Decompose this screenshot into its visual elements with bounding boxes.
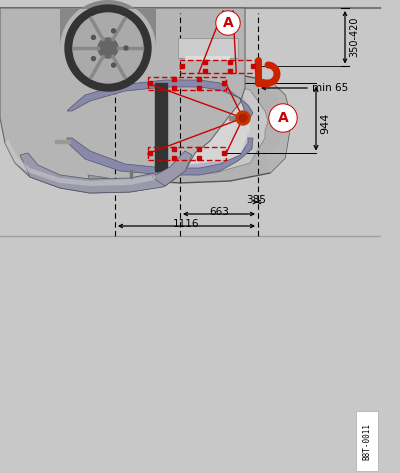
Text: 1116: 1116	[173, 219, 200, 229]
Text: 944: 944	[320, 112, 330, 134]
Circle shape	[217, 12, 239, 34]
Circle shape	[65, 5, 151, 91]
Text: 663: 663	[209, 207, 229, 217]
Circle shape	[239, 114, 247, 122]
Polygon shape	[50, 78, 268, 175]
Bar	[172, 86, 176, 90]
Bar	[180, 60, 255, 73]
Bar	[222, 81, 226, 86]
Polygon shape	[88, 63, 108, 71]
Bar	[148, 81, 152, 86]
Circle shape	[124, 46, 128, 50]
Bar	[203, 60, 207, 64]
Polygon shape	[67, 138, 253, 175]
Polygon shape	[20, 78, 70, 168]
Circle shape	[92, 35, 96, 39]
Bar	[148, 151, 152, 156]
Bar	[251, 64, 255, 69]
Circle shape	[236, 111, 250, 125]
Circle shape	[98, 38, 118, 58]
Bar	[180, 64, 184, 69]
Bar	[155, 83, 167, 171]
Polygon shape	[67, 80, 253, 121]
Text: A: A	[278, 111, 288, 125]
Bar	[198, 77, 202, 81]
Text: min 65: min 65	[312, 83, 348, 93]
Polygon shape	[68, 81, 253, 170]
Bar	[172, 77, 176, 81]
Bar	[148, 77, 226, 90]
Bar	[228, 60, 232, 64]
Text: 350-420: 350-420	[349, 17, 359, 58]
Bar	[172, 156, 176, 160]
Polygon shape	[0, 8, 245, 193]
Polygon shape	[265, 81, 290, 173]
Circle shape	[269, 104, 297, 132]
Circle shape	[216, 11, 240, 35]
Polygon shape	[20, 153, 180, 193]
Polygon shape	[60, 0, 156, 48]
Bar	[229, 116, 243, 120]
Bar	[198, 147, 202, 151]
Text: B8T-0011: B8T-0011	[362, 422, 372, 459]
Bar	[198, 86, 202, 90]
Circle shape	[92, 57, 96, 61]
Bar	[222, 151, 226, 156]
Circle shape	[112, 29, 116, 33]
Bar	[356, 411, 378, 471]
Polygon shape	[72, 88, 250, 166]
Circle shape	[112, 63, 116, 67]
Bar	[55, 140, 70, 143]
Polygon shape	[88, 175, 108, 183]
Circle shape	[270, 105, 296, 131]
Polygon shape	[5, 139, 155, 186]
Polygon shape	[152, 151, 192, 186]
Bar	[130, 170, 132, 178]
Bar	[172, 147, 176, 151]
Bar	[178, 38, 238, 58]
Text: A: A	[223, 16, 233, 30]
Text: 385: 385	[246, 195, 266, 205]
Bar	[228, 69, 232, 73]
Bar	[185, 56, 230, 60]
Bar	[148, 147, 226, 160]
Bar	[203, 69, 207, 73]
Bar	[198, 156, 202, 160]
Polygon shape	[20, 71, 290, 183]
Circle shape	[73, 13, 143, 83]
